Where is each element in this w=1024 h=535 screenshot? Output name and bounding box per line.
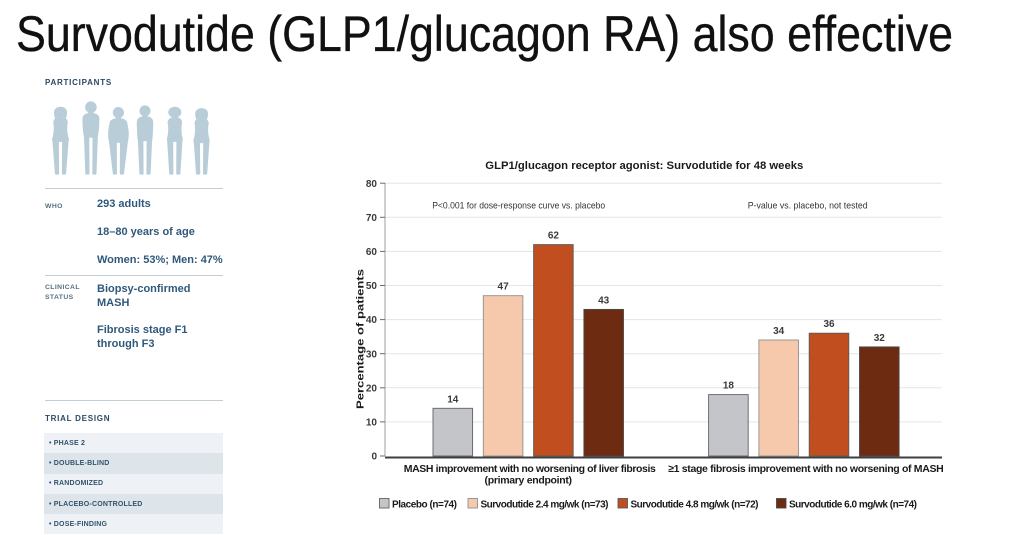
svg-text:62: 62 <box>548 231 560 242</box>
svg-text:Survodutide 6.0 mg/wk (n=74): Survodutide 6.0 mg/wk (n=74) <box>789 500 917 511</box>
svg-text:MASH improvement with no worse: MASH improvement with no worsening of li… <box>404 463 656 475</box>
svg-text:20: 20 <box>366 383 378 394</box>
svg-text:P<0.001 for dose-response curv: P<0.001 for dose-response curve vs. plac… <box>432 201 605 212</box>
svg-text:Placebo (n=74): Placebo (n=74) <box>392 500 457 511</box>
svg-text:Survodutide 2.4 mg/wk (n=73): Survodutide 2.4 mg/wk (n=73) <box>481 500 609 511</box>
svg-text:43: 43 <box>598 295 610 306</box>
svg-text:≥1 stage fibrosis improvement: ≥1 stage fibrosis improvement with no wo… <box>668 463 944 475</box>
svg-text:80: 80 <box>366 179 378 190</box>
svg-text:14: 14 <box>447 394 459 405</box>
svg-text:36: 36 <box>823 319 835 330</box>
svg-text:Survodutide 4.8 mg/wk (n=72): Survodutide 4.8 mg/wk (n=72) <box>631 500 759 511</box>
svg-text:40: 40 <box>366 315 378 326</box>
svg-text:GLP1/glucagon receptor agonist: GLP1/glucagon receptor agonist: Survodut… <box>485 160 803 172</box>
svg-text:10: 10 <box>366 418 378 429</box>
svg-text:47: 47 <box>498 282 510 293</box>
svg-text:30: 30 <box>366 349 378 360</box>
svg-text:(primary endpoint): (primary endpoint) <box>485 474 572 486</box>
svg-text:32: 32 <box>874 333 886 344</box>
svg-text:34: 34 <box>773 326 785 337</box>
svg-text:P-value vs. placebo, not teste: P-value vs. placebo, not tested <box>748 201 868 212</box>
svg-text:Percentage of patients: Percentage of patients <box>356 268 367 409</box>
svg-text:0: 0 <box>371 452 377 463</box>
svg-text:18: 18 <box>723 381 735 392</box>
svg-text:70: 70 <box>366 213 378 224</box>
svg-text:60: 60 <box>366 247 378 258</box>
svg-text:50: 50 <box>366 281 378 292</box>
